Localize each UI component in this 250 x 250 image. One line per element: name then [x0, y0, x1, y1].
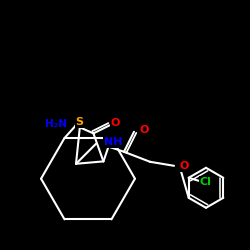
Text: O: O [139, 125, 148, 135]
Text: H₂N: H₂N [46, 120, 68, 130]
Text: Cl: Cl [200, 177, 211, 187]
Text: S: S [76, 117, 84, 127]
Text: O: O [111, 118, 120, 128]
Text: NH: NH [104, 137, 122, 147]
Text: O: O [179, 161, 188, 171]
